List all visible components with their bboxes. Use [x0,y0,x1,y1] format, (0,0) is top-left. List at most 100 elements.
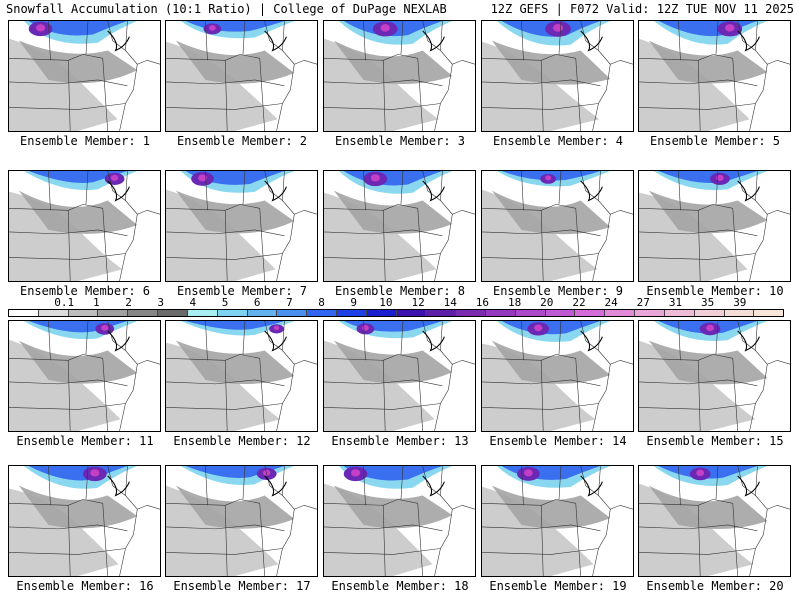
snowfall-map-svg [166,171,317,281]
snowfall-map-svg [166,321,317,431]
colorbar-cell [486,310,516,316]
snowfall-map-svg [324,21,475,131]
colorbar-label: 7 [286,296,293,309]
colorbar-cell [128,310,159,316]
colorbar-cell [68,310,99,316]
snowfall-map-svg [639,321,790,431]
colorbar-label: 10 [379,296,393,309]
colorbar-label: 1 [93,296,100,309]
ensemble-member-caption: Ensemble Member: 2 [176,134,308,148]
ensemble-member-caption: Ensemble Member: 10 [646,284,784,298]
colorbar-label: 18 [507,296,522,309]
snowfall-map-svg [482,466,633,576]
ensemble-member-caption: Ensemble Member: 9 [492,284,624,298]
snowfall-map-svg [166,21,317,131]
ensemble-member-map [481,320,634,432]
snowfall-map-svg [482,21,633,131]
colorbar-cell [694,310,725,316]
colorbar-label: 12 [411,296,425,309]
ensemble-member-map [8,465,161,577]
snowfall-map-svg [9,466,160,576]
ensemble-member-caption: Ensemble Member: 18 [331,579,469,593]
ensemble-member-caption: Ensemble Member: 11 [16,434,154,448]
ensemble-member-map [323,170,476,282]
colorbar-cell [307,310,337,316]
colorbar-label: 2 [125,296,132,309]
snowfall-map-svg [324,321,475,431]
colorbar-cell [605,310,636,316]
colorbar-cell [664,310,695,316]
ensemble-member-map [638,20,791,132]
ensemble-member-map [165,20,318,132]
colorbar-label: 35 [701,296,715,309]
ensemble-member-map [638,320,791,432]
colorbar-label: 20 [540,296,554,309]
snowfall-map-svg [166,466,317,576]
snowfall-map-svg [9,21,160,131]
snowfall-map-svg [639,466,790,576]
ensemble-member-map [8,170,161,282]
ensemble-member-caption: Ensemble Member: 8 [334,284,466,298]
colorbar-label: 39 [733,296,747,309]
colorbar-cell [754,310,784,316]
colorbar-cell [247,310,278,316]
colorbar-label: 3 [157,296,164,309]
colorbar-label: 24 [604,296,618,309]
ensemble-member-map [8,320,161,432]
snowfall-map-svg [9,171,160,281]
ensemble-member-caption: Ensemble Member: 5 [649,134,781,148]
colorbar-label: 6 [253,296,261,309]
ensemble-member-caption: Ensemble Member: 7 [176,284,308,298]
colorbar-cell [396,310,427,316]
snowfall-map-svg [324,466,475,576]
ensemble-member-caption: Ensemble Member: 1 [19,134,151,148]
ensemble-member-map [638,465,791,577]
colorbar-cell [366,310,397,316]
colorbar-cell [187,310,218,316]
ensemble-member-map [481,465,634,577]
snowfall-map-svg [482,171,633,281]
ensemble-member-caption: Ensemble Member: 3 [334,134,466,148]
ensemble-member-map [165,170,318,282]
colorbar-label: 9 [350,296,358,309]
colorbar-label: 8 [318,296,325,309]
ensemble-member-caption: Ensemble Member: 19 [489,579,627,593]
colorbar-cell [426,310,457,316]
map-title: Snowfall Accumulation (10:1 Ratio) | Col… [6,2,447,16]
colorbar-label: 22 [572,296,586,309]
ensemble-member-caption: Ensemble Member: 16 [16,579,154,593]
ensemble-member-caption: Ensemble Member: 14 [489,434,627,448]
colorbar-label: 5 [221,296,229,309]
colorbar-label: 4 [189,296,197,309]
ensemble-member-caption: Ensemble Member: 15 [646,434,784,448]
colorbar-label: 16 [475,296,490,309]
colorbar-cell [38,310,69,316]
ensemble-member-map [481,20,634,132]
ensemble-member-caption: Ensemble Member: 4 [492,134,624,148]
ensemble-member-map [638,170,791,282]
ensemble-member-map [165,320,318,432]
snowfall-map-svg [639,21,790,131]
ensemble-member-caption: Ensemble Member: 13 [331,434,469,448]
snowfall-colorbar [8,309,784,317]
ensemble-member-caption: Ensemble Member: 6 [19,284,151,298]
colorbar-label: 27 [636,296,650,309]
ensemble-member-map [165,465,318,577]
colorbar-cell [336,310,367,316]
colorbar-label: 31 [668,296,683,309]
colorbar-cell [545,310,576,316]
snowfall-map-svg [482,321,633,431]
colorbar-cell [575,310,606,316]
colorbar-label: 0.1 [54,296,75,309]
colorbar-cell [456,310,486,316]
snowfall-map-svg [9,321,160,431]
ensemble-member-map [8,20,161,132]
ensemble-member-map [323,465,476,577]
colorbar-cell [635,310,665,316]
colorbar-cell [217,310,248,316]
ensemble-member-caption: Ensemble Member: 12 [173,434,311,448]
model-run-info: 12Z GEFS | F072 Valid: 12Z TUE NOV 11 20… [490,2,794,16]
ensemble-member-map [323,20,476,132]
snowfall-map-svg [324,171,475,281]
colorbar-cell [515,310,546,316]
